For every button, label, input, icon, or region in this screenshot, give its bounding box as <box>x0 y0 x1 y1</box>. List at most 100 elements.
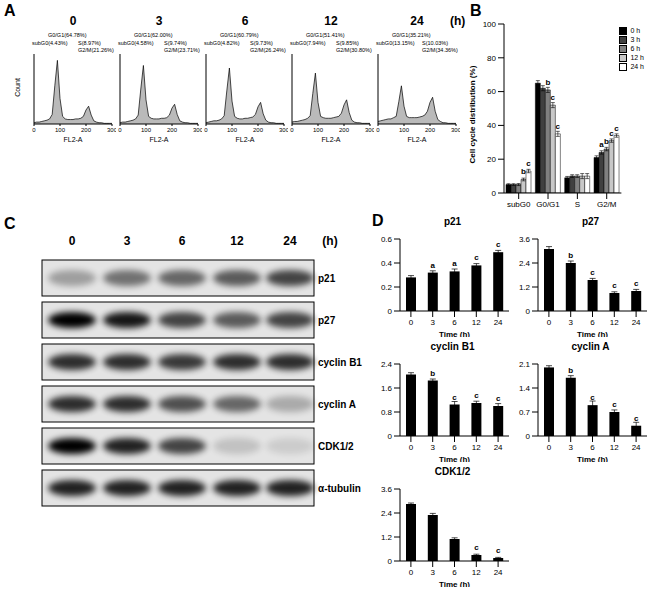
svg-text:subG0: subG0 <box>507 200 531 209</box>
svg-text:c: c <box>452 393 457 402</box>
svg-text:0.7: 0.7 <box>519 408 531 417</box>
svg-text:200: 200 <box>253 127 264 133</box>
svg-text:c: c <box>474 253 479 262</box>
svg-text:6: 6 <box>452 318 457 327</box>
svg-text:0: 0 <box>492 189 497 198</box>
svg-text:c: c <box>474 543 479 552</box>
svg-text:0: 0 <box>69 234 76 248</box>
svg-text:Time (h): Time (h) <box>439 330 470 337</box>
svg-text:G2/M: G2/M <box>597 200 617 209</box>
svg-text:3: 3 <box>430 443 435 452</box>
svg-text:60: 60 <box>487 87 496 96</box>
svg-text:100: 100 <box>227 127 238 133</box>
svg-text:1.2: 1.2 <box>381 533 393 542</box>
svg-text:0: 0 <box>409 318 414 327</box>
svg-text:24: 24 <box>632 443 641 452</box>
svg-text:200: 200 <box>81 127 92 133</box>
svg-text:100: 100 <box>483 20 497 29</box>
svg-text:300: 300 <box>107 127 116 133</box>
svg-text:300: 300 <box>365 127 374 133</box>
svg-text:3: 3 <box>124 234 131 248</box>
svg-text:0: 0 <box>388 432 393 441</box>
svg-text:c: c <box>590 393 595 402</box>
svg-text:24: 24 <box>494 443 503 452</box>
svg-text:2.4: 2.4 <box>381 509 393 518</box>
svg-text:24: 24 <box>494 568 503 577</box>
svg-text:12: 12 <box>610 318 619 327</box>
svg-text:Time (h): Time (h) <box>577 455 608 462</box>
svg-text:c: c <box>634 414 639 423</box>
svg-text:G0/G1: G0/G1 <box>536 200 560 209</box>
svg-text:Cell cycle distribution (%): Cell cycle distribution (%) <box>468 65 477 163</box>
svg-text:b: b <box>545 78 550 87</box>
svg-text:Time (h): Time (h) <box>439 580 470 587</box>
svg-text:0: 0 <box>204 127 208 133</box>
svg-text:S: S <box>575 200 580 209</box>
svg-text:12: 12 <box>230 234 244 248</box>
svg-text:1.2: 1.2 <box>519 283 531 292</box>
svg-text:c: c <box>474 391 479 400</box>
svg-text:Time (h): Time (h) <box>439 455 470 462</box>
svg-text:100: 100 <box>55 127 66 133</box>
svg-text:CDK1/2: CDK1/2 <box>318 441 354 452</box>
svg-text:c: c <box>612 400 617 409</box>
svg-text:200: 200 <box>425 127 436 133</box>
svg-text:0.2: 0.2 <box>381 283 393 292</box>
svg-text:p21: p21 <box>318 273 336 284</box>
svg-text:c: c <box>614 124 619 133</box>
svg-text:c: c <box>496 240 501 249</box>
svg-text:300: 300 <box>193 127 202 133</box>
svg-text:p27: p27 <box>318 315 336 326</box>
svg-text:0: 0 <box>118 127 122 133</box>
svg-text:0: 0 <box>409 568 414 577</box>
svg-text:6: 6 <box>452 568 457 577</box>
svg-text:0: 0 <box>376 127 380 133</box>
svg-text:0: 0 <box>388 307 393 316</box>
svg-text:40: 40 <box>487 121 496 130</box>
svg-text:b: b <box>604 137 609 146</box>
svg-text:0.8: 0.8 <box>381 408 393 417</box>
svg-text:12: 12 <box>472 443 481 452</box>
svg-text:c: c <box>634 279 639 288</box>
svg-text:b: b <box>521 167 526 176</box>
svg-text:c: c <box>612 281 617 290</box>
svg-text:α-tubulin: α-tubulin <box>318 483 361 494</box>
svg-text:20: 20 <box>487 155 496 164</box>
svg-text:0: 0 <box>526 307 531 316</box>
svg-text:a: a <box>452 259 457 268</box>
svg-text:6: 6 <box>590 318 595 327</box>
svg-text:0.6: 0.6 <box>381 235 393 244</box>
svg-text:c: c <box>526 159 531 168</box>
svg-text:200: 200 <box>167 127 178 133</box>
svg-text:6: 6 <box>179 234 186 248</box>
svg-text:cyclin A: cyclin A <box>318 399 356 410</box>
svg-text:6: 6 <box>590 443 595 452</box>
svg-text:1.6: 1.6 <box>381 384 393 393</box>
svg-text:12: 12 <box>610 443 619 452</box>
svg-text:2.1: 2.1 <box>519 360 531 369</box>
svg-text:c: c <box>556 122 561 131</box>
svg-text:1.4: 1.4 <box>519 384 531 393</box>
svg-text:3: 3 <box>568 443 573 452</box>
svg-text:0.4: 0.4 <box>381 259 393 268</box>
svg-text:3: 3 <box>430 318 435 327</box>
svg-text:3: 3 <box>430 568 435 577</box>
svg-text:b: b <box>568 366 573 375</box>
svg-text:c: c <box>590 268 595 277</box>
svg-text:300: 300 <box>279 127 288 133</box>
svg-text:0: 0 <box>547 443 552 452</box>
svg-text:3.6: 3.6 <box>381 485 393 494</box>
svg-text:2.4: 2.4 <box>519 259 531 268</box>
svg-text:24: 24 <box>283 234 297 248</box>
svg-text:b: b <box>568 251 573 260</box>
svg-text:Time (h): Time (h) <box>577 330 608 337</box>
svg-text:0: 0 <box>526 432 531 441</box>
svg-text:(h): (h) <box>322 234 337 248</box>
svg-text:0: 0 <box>32 127 36 133</box>
svg-text:100: 100 <box>399 127 410 133</box>
svg-text:b: b <box>430 369 435 378</box>
svg-text:24: 24 <box>494 318 503 327</box>
svg-text:c: c <box>496 546 501 555</box>
svg-text:3: 3 <box>568 318 573 327</box>
svg-text:0: 0 <box>547 318 552 327</box>
